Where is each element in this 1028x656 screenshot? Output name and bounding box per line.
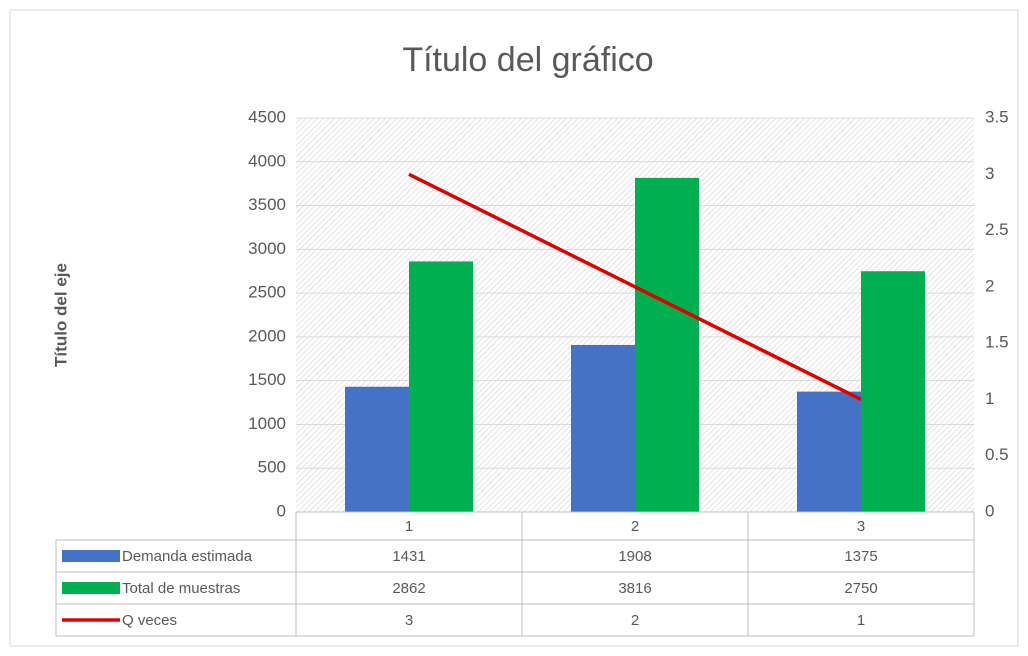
y2-tick-label: 0 [985, 501, 994, 520]
legend-key [62, 582, 120, 594]
x-tick-label: 1 [405, 518, 413, 535]
y2-tick-label: 2.5 [985, 220, 1009, 239]
y-tick-label: 1000 [248, 414, 286, 433]
table-value: 3 [405, 612, 413, 629]
y2-tick-label: 0.5 [985, 445, 1009, 464]
y2-tick-label: 3.5 [985, 107, 1009, 126]
y-tick-label: 0 [277, 501, 286, 520]
y-tick-label: 3500 [248, 195, 286, 214]
bar [635, 177, 699, 512]
y-tick-label: 2000 [248, 326, 286, 345]
bar [861, 271, 925, 512]
y-tick-label: 3000 [248, 239, 286, 258]
y2-tick-label: 1 [985, 389, 994, 408]
bar [797, 391, 861, 512]
y2-tick-label: 1.5 [985, 333, 1009, 352]
y-tick-label: 4000 [248, 151, 286, 170]
y-tick-label: 2500 [248, 283, 286, 302]
x-tick-label: 3 [857, 518, 865, 535]
line-series [408, 172, 862, 401]
table-value: 2 [631, 612, 639, 629]
table-value: 2750 [844, 580, 877, 597]
table-value: 1431 [392, 548, 425, 565]
y-tick-label: 1500 [248, 370, 286, 389]
table-value: 1375 [844, 548, 877, 565]
table-value: 2862 [392, 580, 425, 597]
table-value: 1 [857, 612, 865, 629]
legend-label: Demanda estimada [122, 548, 253, 565]
y2-tick-label: 3 [985, 164, 994, 183]
legend-key [62, 550, 120, 562]
table-value: 1908 [618, 548, 651, 565]
y-tick-label: 4500 [248, 107, 286, 126]
y2-tick-label: 2 [985, 276, 994, 295]
legend-label: Total de muestras [122, 580, 240, 597]
legend-label: Q veces [122, 612, 177, 629]
bar [571, 344, 635, 512]
bar [345, 386, 409, 512]
x-tick-label: 2 [631, 518, 639, 535]
bar [409, 261, 473, 512]
y-tick-label: 500 [258, 458, 286, 477]
axis-title: Título del eje [51, 263, 70, 367]
table-value: 3816 [618, 580, 651, 597]
chart-title: Título del gráfico [402, 41, 653, 79]
